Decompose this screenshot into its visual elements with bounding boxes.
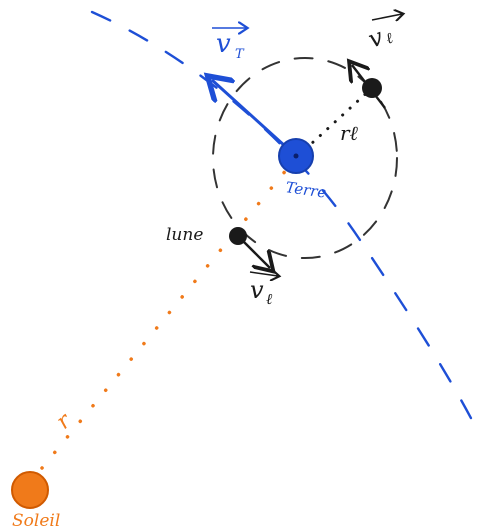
earth-velocity-symbol: v [216, 29, 231, 59]
moon-velocity-symbol-bottom: v [250, 276, 264, 304]
moon-velocity-symbol-top: v [364, 23, 387, 54]
sun-label: Soleil [12, 511, 60, 531]
earth-label: Terre [284, 178, 327, 202]
sun-earth-distance-line [40, 156, 298, 470]
earth-moon-distance-label: rℓ [340, 121, 359, 145]
vector-arrow-icon [371, 14, 402, 20]
moon-velocity-label-bottom: v ℓ [249, 272, 278, 308]
sun-body [11, 471, 49, 509]
earth-orbit-path [90, 10, 474, 422]
moon-velocity-label-top: v ℓ [364, 14, 402, 54]
earth-moon-distance-line [296, 86, 374, 158]
vector-arrow-icon [249, 272, 278, 276]
moon-label: lune [166, 225, 203, 245]
earth-velocity-label: v T [212, 28, 246, 62]
moon-body-top [362, 78, 382, 98]
moon-orbit-circle [212, 57, 398, 259]
earth-velocity-subscript: T [235, 47, 245, 62]
moon-body-bottom [229, 227, 247, 245]
earth-center-dot [293, 153, 299, 159]
sun-earth-distance-label: r [52, 408, 77, 435]
moon-velocity-subscript-bottom: ℓ [266, 290, 272, 308]
earth-velocity-arrow [212, 80, 298, 158]
